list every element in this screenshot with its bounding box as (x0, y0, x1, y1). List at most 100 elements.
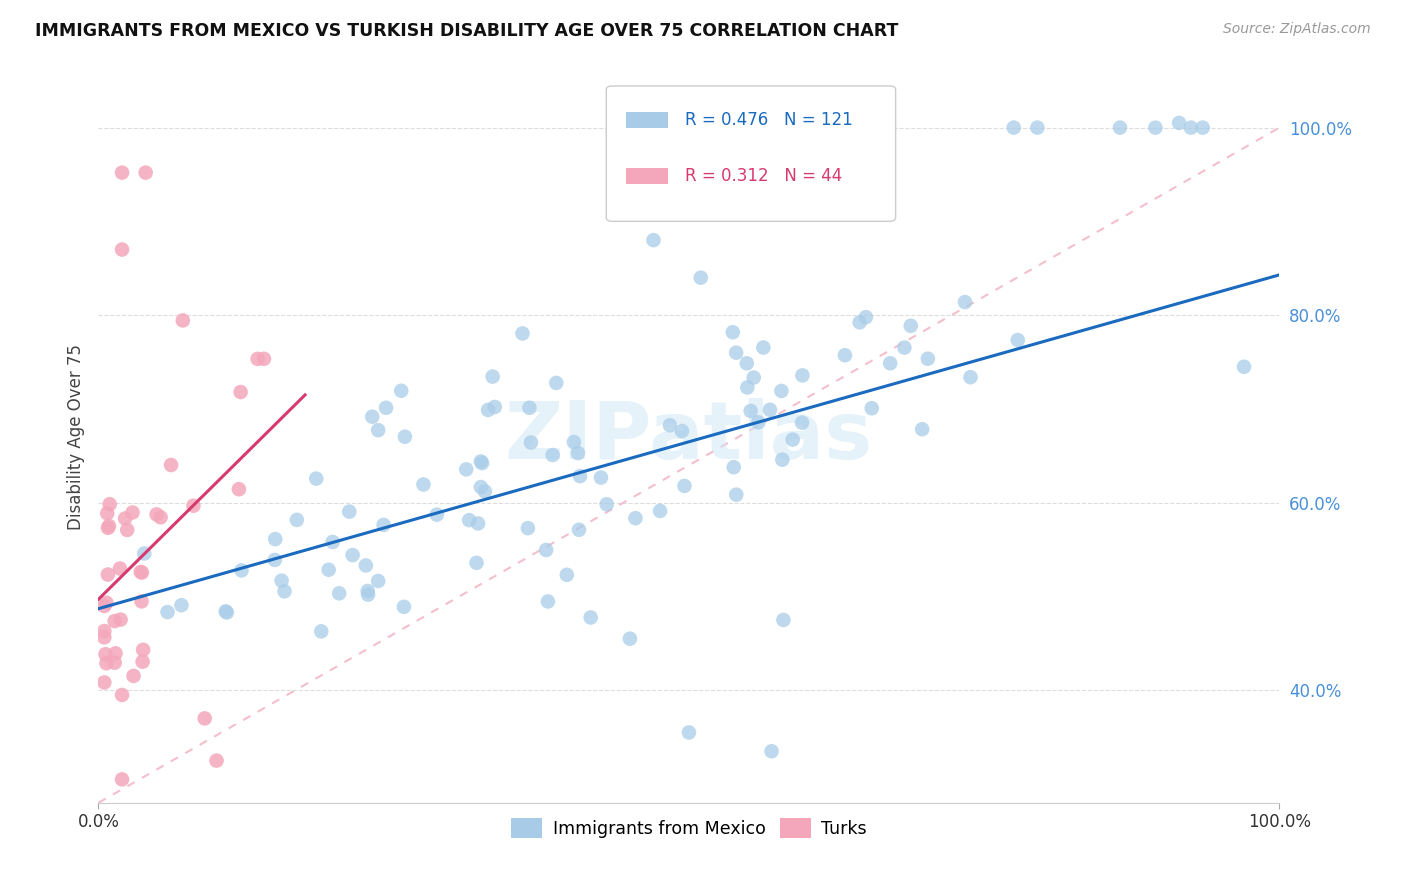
Point (111, 243, 134, 257)
Point (471, 456, 494, 470)
FancyBboxPatch shape (606, 86, 896, 221)
Point (357, 583, 380, 598)
FancyBboxPatch shape (626, 168, 668, 184)
Point (270, 574, 292, 588)
Point (392, 599, 415, 614)
Point (465, 556, 488, 570)
Point (156, 605, 179, 619)
Point (104, 646, 127, 660)
Point (93, 675, 115, 690)
Point (132, 642, 155, 657)
Point (624, 511, 647, 525)
Point (172, 313, 194, 327)
Point (520, 435, 543, 450)
Point (205, 754, 228, 768)
Text: R = 0.476   N = 121: R = 0.476 N = 121 (685, 112, 853, 129)
Point (426, 508, 449, 522)
Point (263, 553, 285, 567)
Point (97, 521, 120, 535)
Legend: Immigrants from Mexico, Turks: Immigrants from Mexico, Turks (505, 812, 873, 846)
Point (761, 744, 783, 758)
Point (1180, 120, 1202, 135)
Point (96, 657, 118, 671)
Point (93, 624, 115, 638)
Point (264, 532, 287, 546)
Point (470, 454, 492, 468)
Point (735, 356, 758, 370)
Point (1168, 116, 1191, 130)
Point (111, 688, 134, 702)
Point (375, 401, 398, 415)
Point (337, 505, 360, 519)
Point (747, 415, 769, 429)
Point (214, 604, 236, 618)
Point (917, 351, 939, 366)
Point (97, 519, 120, 533)
Point (589, 470, 612, 484)
Point (361, 409, 384, 424)
Point (111, 166, 134, 180)
Point (228, 482, 250, 496)
Point (596, 497, 619, 511)
Point (456, 462, 478, 476)
Text: Source: ZipAtlas.com: Source: ZipAtlas.com (1223, 22, 1371, 37)
Point (568, 523, 591, 537)
Point (94, 647, 117, 661)
Point (772, 613, 794, 627)
Point (194, 711, 217, 725)
Point (318, 563, 340, 577)
Text: R = 0.312   N = 44: R = 0.312 N = 44 (685, 167, 842, 185)
Point (834, 348, 856, 362)
Point (737, 380, 759, 394)
Point (1026, 120, 1049, 135)
Point (131, 594, 153, 608)
Point (305, 472, 328, 486)
Point (953, 295, 976, 310)
Point (742, 370, 765, 384)
Point (911, 422, 934, 436)
Point (357, 588, 380, 602)
Point (484, 400, 506, 414)
Point (1144, 120, 1167, 135)
Point (93, 599, 115, 613)
Point (770, 384, 793, 398)
Point (1233, 359, 1256, 374)
Point (134, 546, 156, 560)
Point (1191, 120, 1213, 135)
Point (759, 402, 782, 417)
Point (752, 341, 775, 355)
Point (96, 506, 118, 520)
Point (658, 418, 681, 433)
Point (562, 435, 585, 450)
Point (619, 632, 641, 646)
Point (96, 596, 118, 610)
Point (555, 567, 578, 582)
Point (394, 430, 416, 444)
Point (477, 403, 499, 417)
Point (516, 521, 538, 535)
Point (108, 561, 131, 575)
Point (579, 610, 602, 624)
Point (534, 543, 557, 558)
Point (111, 772, 134, 787)
Point (97, 567, 120, 582)
Point (458, 513, 481, 527)
Point (342, 548, 364, 562)
Point (648, 504, 671, 518)
Point (309, 624, 332, 639)
Point (671, 424, 693, 438)
Point (121, 506, 143, 520)
Point (322, 535, 344, 549)
Point (285, 513, 308, 527)
Point (328, 586, 350, 600)
Point (135, 166, 157, 180)
Point (723, 460, 745, 475)
Point (389, 384, 412, 398)
Point (740, 404, 762, 418)
Point (725, 345, 748, 359)
Point (273, 584, 295, 599)
Point (367, 574, 389, 588)
Point (104, 614, 127, 628)
Point (790, 416, 813, 430)
Text: ZIPatlas: ZIPatlas (505, 398, 873, 476)
